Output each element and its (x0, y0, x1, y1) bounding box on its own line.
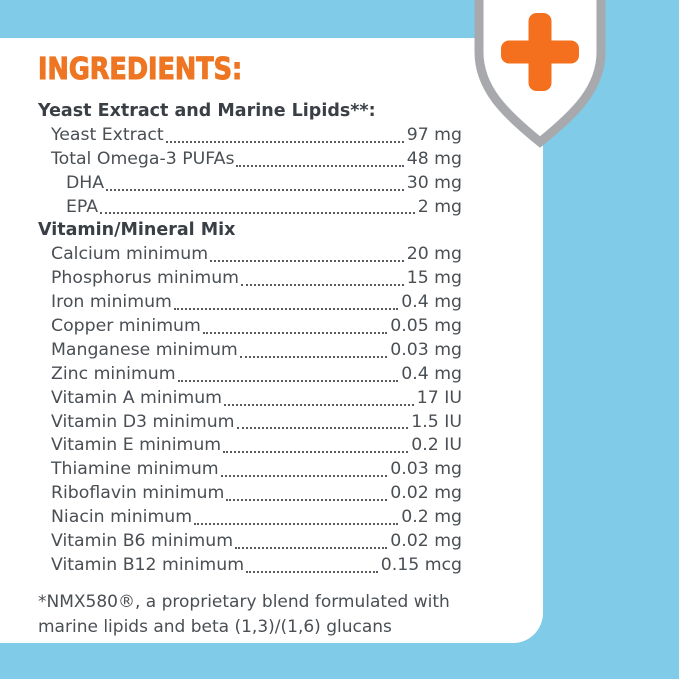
ingredient-row: Phosphorus minimum 15 mg (38, 267, 462, 291)
dot-leader (104, 172, 407, 196)
ingredient-value: 20 mg (406, 244, 462, 265)
dot-leader (235, 411, 412, 435)
ingredient-value: 0.2 mg (401, 507, 462, 528)
ingredient-row: Vitamin D3 minimum 1.5 IU (38, 411, 462, 435)
ingredient-label: Iron minimum (51, 292, 172, 313)
ingredient-value: 15 mg (406, 268, 462, 289)
ingredient-row: Vitamin B12 minimum 0.15 mcg (38, 554, 462, 578)
ingredient-value: 0.4 mg (401, 363, 462, 384)
dot-leader (239, 267, 407, 291)
dot-leader (222, 387, 417, 411)
ingredient-value: 0.02 mg (390, 483, 462, 504)
ingredient-label: Riboflavin minimum (51, 483, 225, 504)
ingredient-row: Iron minimum 0.4 mg (38, 291, 462, 315)
dot-leader (233, 530, 390, 554)
ingredient-row: Vitamin B6 minimum 0.02 mg (38, 530, 462, 554)
ingredient-label: Vitamin B6 minimum (51, 531, 234, 552)
ingredient-value: 17 IU (416, 387, 462, 408)
dot-leader (201, 315, 390, 339)
ingredient-label: Phosphorus minimum (51, 268, 240, 289)
ingredient-value: 0.15 mcg (380, 554, 462, 575)
dot-leader (98, 196, 418, 220)
ingredient-row: Thiamine minimum 0.03 mg (38, 458, 462, 482)
ingredient-label: Vitamin E minimum (51, 435, 222, 456)
ingredient-value: 0.4 mg (401, 292, 462, 313)
footnote: *NMX580®, a proprietary blend formulated… (38, 590, 462, 640)
ingredients-list: Yeast Extract and Marine Lipids**: Yeast … (38, 100, 462, 578)
ingredient-label: Total Omega-3 PUFAs (51, 148, 235, 169)
ingredient-label: Vitamin A minimum (51, 387, 223, 408)
ingredient-value: 0.02 mg (390, 531, 462, 552)
ingredient-label: Thiamine minimum (51, 459, 219, 480)
ingredient-value: 48 mg (406, 148, 462, 169)
ingredient-value: 0.03 mg (390, 459, 462, 480)
dot-leader (192, 506, 401, 530)
ingredient-row: Zinc minimum 0.4 mg (38, 363, 462, 387)
ingredient-value: 0.05 mg (390, 316, 462, 337)
ingredient-value: 0.2 IU (411, 435, 462, 456)
ingredient-row: Niacin minimum 0.2 mg (38, 506, 462, 530)
dot-leader (234, 148, 406, 172)
ingredient-label: Calcium minimum (51, 244, 209, 265)
ingredient-row: EPA 2 mg (38, 196, 462, 220)
dot-leader (221, 434, 411, 458)
ingredient-label: Niacin minimum (51, 507, 193, 528)
ingredient-row: DHA 30 mg (38, 172, 462, 196)
ingredients-panel: INGREDIENTS: Yeast Extract and Marine Li… (38, 52, 462, 640)
dot-leader (208, 243, 407, 267)
plus-icon (501, 40, 579, 64)
ingredient-value: 97 mg (406, 124, 462, 145)
ingredient-label: DHA (66, 172, 105, 193)
section-heading: Vitamin/Mineral Mix (38, 220, 236, 241)
ingredient-row: Manganese minimum 0.03 mg (38, 339, 462, 363)
dot-leader (224, 482, 390, 506)
label-card: INGREDIENTS: Yeast Extract and Marine Li… (0, 38, 543, 643)
dot-leader (219, 458, 391, 482)
ingredient-row: Riboflavin minimum 0.02 mg (38, 482, 462, 506)
ingredient-label: EPA (66, 196, 99, 217)
ingredient-row: Vitamin A minimum 17 IU (38, 387, 462, 411)
ingredient-label: Zinc minimum (51, 363, 176, 384)
ingredient-row: Vitamin E minimum 0.2 IU (38, 434, 462, 458)
section-heading: Yeast Extract and Marine Lipids**: (38, 101, 376, 121)
shield-plus-icon (474, 0, 606, 148)
ingredient-row: Yeast Extract 97 mg (38, 124, 462, 148)
ingredient-label: Manganese minimum (51, 339, 238, 360)
ingredient-label: Vitamin B12 minimum (51, 554, 245, 575)
footnote-line: marine lipids and beta (1,3)/(1,6) gluca… (38, 616, 392, 637)
dot-leader (238, 339, 390, 363)
ingredient-label: Vitamin D3 minimum (51, 411, 235, 432)
ingredient-value: 30 mg (406, 172, 462, 193)
dot-leader (176, 363, 402, 387)
ingredient-value: 2 mg (417, 196, 462, 217)
ingredient-label: Copper minimum (51, 316, 201, 337)
footnote-line: *NMX580®, a proprietary blend formulated… (38, 591, 450, 612)
dot-leader (244, 554, 381, 578)
ingredient-label: Yeast Extract (51, 124, 164, 145)
ingredient-row: Calcium minimum 20 mg (38, 243, 462, 267)
dot-leader (164, 124, 407, 148)
ingredients-title: INGREDIENTS: (38, 52, 243, 87)
dot-leader (172, 291, 401, 315)
ingredient-row: Total Omega-3 PUFAs 48 mg (38, 148, 462, 172)
ingredient-value: 0.03 mg (390, 339, 462, 360)
ingredient-value: 1.5 IU (411, 411, 462, 432)
ingredient-row: Copper minimum 0.05 mg (38, 315, 462, 339)
